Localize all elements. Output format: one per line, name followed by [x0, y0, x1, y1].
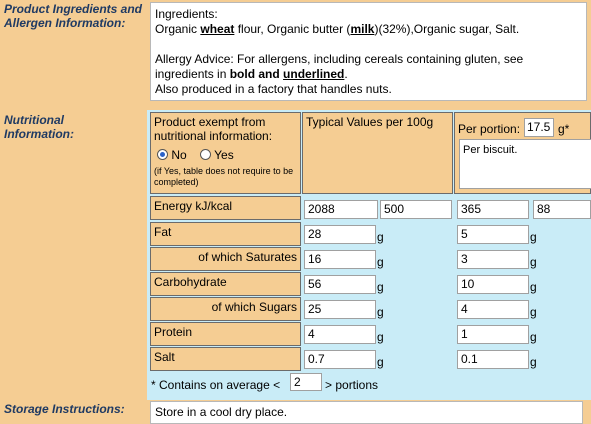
portions-count-input[interactable]: 2 — [290, 373, 322, 391]
typical-header-cell: Typical Values per 100g — [302, 112, 453, 194]
saturates-100g-unit: g — [377, 255, 384, 269]
fat-label: Fat — [154, 225, 172, 239]
ingredients-heading: Ingredients: — [155, 7, 218, 21]
protein-100g-input[interactable]: 4 — [304, 325, 376, 344]
energy-kj-portion-input[interactable]: 365 — [457, 200, 529, 219]
protein-label-cell: Protein — [150, 322, 301, 346]
exempt-options: No Yes — [154, 148, 297, 162]
salt-100g-unit: g — [377, 355, 384, 369]
salt-portion-unit: g — [530, 355, 537, 369]
carbohydrate-portion-input[interactable]: 10 — [457, 275, 529, 294]
sugars-100g-unit: g — [377, 305, 384, 319]
energy-kcal-100g-input[interactable]: 500 — [380, 200, 452, 219]
energy-kj-100g-input[interactable]: 2088 — [304, 200, 378, 219]
salt-label-cell: Salt — [150, 347, 301, 371]
energy-kcal-portion-input[interactable]: 88 — [533, 200, 591, 219]
protein-100g-unit: g — [377, 330, 384, 344]
fat-portion-input[interactable]: 5 — [457, 225, 529, 244]
exempt-yes-radio[interactable]: Yes — [200, 148, 234, 162]
sugars-portion-unit: g — [530, 305, 537, 319]
energy-label: Energy kJ/kcal — [154, 199, 233, 213]
radio-empty-icon — [200, 149, 212, 160]
saturates-label-cell: of which Saturates — [150, 247, 301, 271]
typical-header: Typical Values per 100g — [306, 115, 434, 129]
storage-text: Store in a cool dry place. — [155, 405, 288, 419]
saturates-portion-unit: g — [530, 255, 537, 269]
radio-selected-icon — [157, 149, 168, 160]
allergy-advice: Allergy Advice: For allergens, including… — [155, 52, 524, 81]
nutritional-section-label: Nutritional Information: — [4, 113, 74, 141]
portions-prefix: * Contains on average < — [151, 378, 281, 392]
exempt-cell: Product exempt from nutritional informat… — [150, 112, 301, 194]
salt-100g-input[interactable]: 0.7 — [304, 350, 376, 369]
fat-portion-unit: g — [530, 230, 537, 244]
carbohydrate-100g-input[interactable]: 56 — [304, 275, 376, 294]
portions-suffix: > portions — [325, 378, 379, 392]
sugars-label: of which Sugars — [211, 300, 297, 314]
exempt-label: Product exempt from nutritional informat… — [154, 115, 273, 143]
protein-portion-unit: g — [530, 330, 537, 344]
salt-label: Salt — [154, 350, 175, 364]
portion-description-input[interactable]: Per biscuit. — [459, 139, 591, 189]
per-portion-label: Per portion: — [458, 122, 521, 136]
allergen-wheat: wheat — [200, 22, 235, 36]
exempt-note: (if Yes, table does not require to be co… — [154, 166, 294, 187]
portion-unit: g* — [558, 122, 570, 136]
ingredients-textarea[interactable]: Ingredients: Organic wheat flour, Organi… — [150, 2, 587, 101]
carbohydrate-label-cell: Carbohydrate — [150, 272, 301, 296]
protein-label: Protein — [154, 325, 193, 339]
per-portion-cell: Per portion: 17.5 g* Per biscuit. — [454, 112, 591, 194]
carbohydrate-100g-unit: g — [377, 280, 384, 294]
energy-label-cell: Energy kJ/kcal — [150, 196, 301, 220]
ingredients-section-label: Product Ingredients and Allergen Informa… — [4, 2, 143, 30]
fat-label-cell: Fat — [150, 222, 301, 246]
allergen-milk: milk — [350, 22, 375, 36]
sugars-portion-input[interactable]: 4 — [457, 300, 529, 319]
salt-portion-input[interactable]: 0.1 — [457, 350, 529, 369]
saturates-100g-input[interactable]: 16 — [304, 250, 376, 269]
carbohydrate-portion-unit: g — [530, 280, 537, 294]
fat-100g-unit: g — [377, 230, 384, 244]
storage-section-label: Storage Instructions: — [4, 402, 125, 416]
factory-note: Also produced in a factory that handles … — [155, 82, 392, 96]
saturates-portion-input[interactable]: 3 — [457, 250, 529, 269]
carbohydrate-label: Carbohydrate — [154, 275, 227, 289]
nutrition-panel: Product exempt from nutritional informat… — [147, 110, 591, 400]
protein-portion-input[interactable]: 1 — [457, 325, 529, 344]
exempt-no-radio[interactable]: No — [157, 148, 187, 162]
fat-100g-input[interactable]: 28 — [304, 225, 376, 244]
storage-textarea[interactable]: Store in a cool dry place. — [150, 401, 583, 424]
sugars-100g-input[interactable]: 25 — [304, 300, 376, 319]
portion-size-input[interactable]: 17.5 — [524, 118, 554, 137]
sugars-label-cell: of which Sugars — [150, 297, 301, 321]
ingredients-line: Organic wheat flour, Organic butter (mil… — [155, 22, 520, 36]
saturates-label: of which Saturates — [198, 250, 297, 264]
